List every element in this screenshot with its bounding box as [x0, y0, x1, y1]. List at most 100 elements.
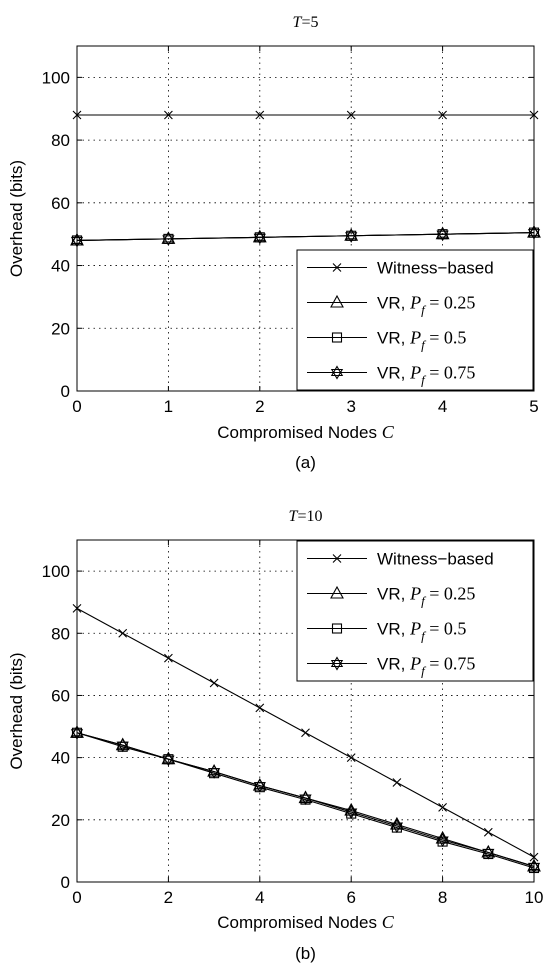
data-point-star: [436, 832, 449, 848]
y-tick-label: 0: [61, 873, 70, 892]
y-tick-label: 100: [42, 68, 70, 87]
data-point-x: [438, 802, 447, 812]
data-point-star: [299, 790, 312, 806]
x-axis-label-text: Compromised Nodes: [217, 423, 381, 442]
panel-caption: (a): [295, 453, 316, 472]
data-point-star: [162, 231, 175, 246]
legend-label: VR, Pf = 0.25: [377, 293, 475, 318]
legend-label-value: = 0.5: [425, 328, 467, 348]
data-point-x: [483, 827, 493, 837]
data-point-star: [70, 233, 84, 248]
legend-marker-square: [331, 623, 343, 634]
y-tick-label: 0: [61, 382, 70, 401]
data-point-star: [253, 778, 266, 793]
data-point-star: [527, 225, 541, 240]
legend-label: Witness−based: [377, 259, 494, 278]
data-point-x: [346, 110, 356, 120]
data-point-x: [346, 753, 356, 763]
data-point-star: [345, 804, 358, 820]
legend-label-text: VR,: [377, 655, 410, 674]
legend-label-sub: f: [421, 338, 427, 353]
title-value: =5: [301, 14, 318, 31]
legend-label: VR, Pf = 0.75: [377, 363, 475, 388]
legend-label: VR, Pf = 0.25: [377, 584, 475, 609]
x-tick-label: 2: [255, 397, 264, 416]
legend-label-value: = 0.25: [425, 584, 476, 604]
chart-title: T=5: [293, 14, 319, 31]
legend-label-p: P: [409, 619, 421, 639]
x-axis-label: Compromised Nodes C: [217, 422, 394, 442]
legend-marker-x: [332, 263, 342, 272]
legend-marker-triangle: [330, 294, 344, 308]
data-point-x: [392, 778, 402, 787]
legend-marker-star: [330, 365, 344, 380]
legend-label-value: = 0.75: [425, 363, 476, 383]
x-tick-label: 0: [72, 397, 81, 416]
legend-label: VR, Pf = 0.75: [377, 654, 475, 679]
x-tick-label: 10: [525, 888, 544, 907]
data-point-star: [345, 228, 358, 243]
panel-caption: (b): [295, 944, 316, 963]
legend-label-p: P: [409, 654, 421, 674]
legend-label-text: VR,: [377, 329, 410, 348]
y-tick-label: 40: [51, 257, 70, 276]
y-tick-label: 80: [51, 624, 70, 643]
x-tick-label: 2: [164, 888, 173, 907]
legend-label-sub: f: [421, 594, 427, 609]
legend-label: VR, Pf = 0.5: [377, 619, 466, 644]
data-point-star: [527, 859, 541, 874]
data-point-star: [482, 845, 495, 860]
y-tick-label: 20: [51, 319, 70, 338]
legend-label: Witness−based: [377, 550, 494, 569]
data-point-x: [301, 728, 310, 738]
y-tick-label: 100: [42, 562, 70, 581]
series-line-star: [76, 232, 535, 242]
x-tick-label: 6: [346, 888, 355, 907]
legend-label-value: = 0.25: [425, 293, 476, 313]
legend-label-p: P: [409, 584, 421, 604]
data-point-square: [163, 754, 174, 765]
chart-title: T=10: [289, 508, 323, 525]
y-tick-label: 80: [51, 131, 70, 150]
series-line-star: [76, 732, 535, 867]
y-tick-label: 40: [51, 749, 70, 768]
legend-marker-square: [331, 332, 343, 343]
legend-label-sub: f: [421, 373, 427, 388]
y-axis-label: Overhead (bits): [7, 652, 26, 769]
x-axis-label-text: Compromised Nodes: [217, 913, 381, 932]
legend-label-sub: f: [421, 303, 427, 318]
data-point-x: [438, 110, 447, 120]
data-point-x: [529, 110, 539, 120]
data-point-square: [71, 727, 83, 738]
y-axis-label: Overhead (bits): [7, 160, 26, 277]
plot-frame: [76, 45, 535, 392]
legend-label: VR, Pf = 0.5: [377, 328, 466, 353]
data-point-star: [253, 230, 266, 245]
chart-panel-a: 0 1 2 3 4 5 0 20 40 60 80 100 T=5 Compromised Nodes C…: [7, 14, 541, 472]
legend-label-p: P: [409, 293, 421, 313]
x-tick-label: 5: [529, 397, 538, 416]
x-tick-label: 0: [72, 888, 81, 907]
x-axis-label-variable: C: [382, 912, 395, 932]
legend-marker-x: [332, 554, 342, 563]
legend-label-value: = 0.75: [425, 654, 476, 674]
x-tick-label: 1: [164, 397, 173, 416]
data-point-x: [72, 110, 82, 120]
title-variable: T: [293, 14, 303, 31]
data-point-star: [116, 738, 129, 753]
legend-label-text: VR,: [377, 585, 410, 604]
x-tick-label: 4: [438, 397, 447, 416]
legend-label-value: = 0.5: [425, 619, 467, 639]
y-tick-label: 60: [51, 194, 70, 213]
data-point-star: [436, 227, 449, 242]
legend-label-sub: f: [421, 664, 427, 679]
data-point-x: [255, 110, 265, 120]
x-tick-label: 4: [255, 888, 264, 907]
legend-label-text: Witness−based: [377, 550, 494, 569]
data-point-x: [255, 703, 265, 713]
data-point-x: [72, 604, 82, 613]
data-point-star: [70, 725, 84, 740]
